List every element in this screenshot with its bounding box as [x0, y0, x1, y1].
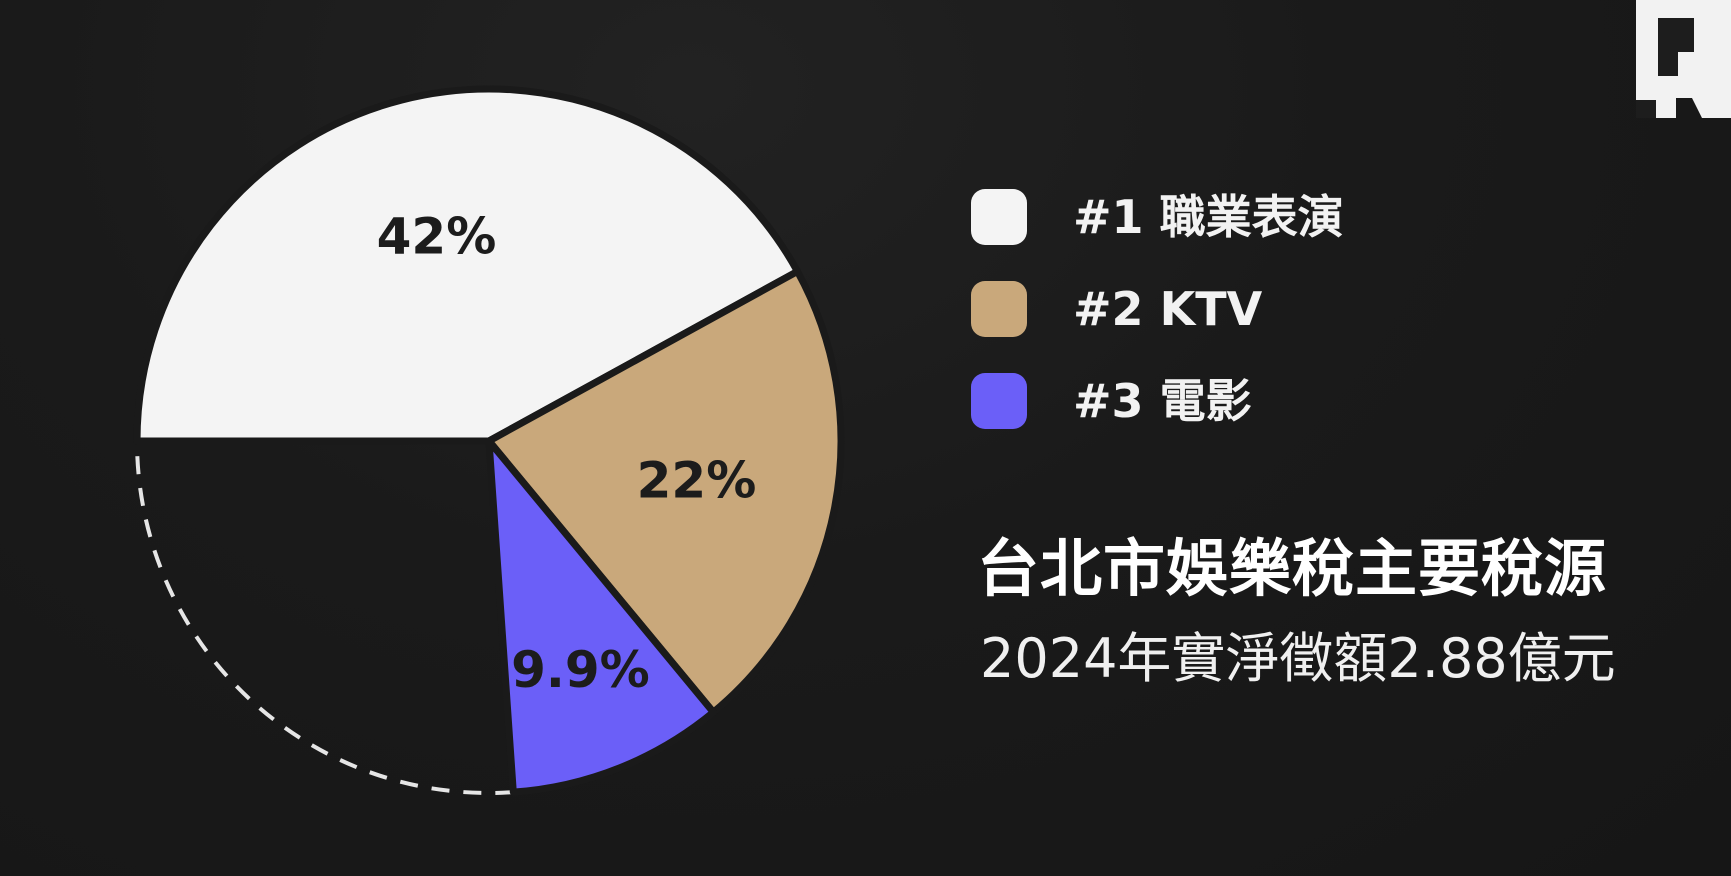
chart-title: 台北市娛樂稅主要稅源 [977, 532, 1608, 605]
legend-label-movie: #3 電影 [1073, 374, 1252, 428]
legend-label-ktv: #2 KTV [1073, 282, 1263, 336]
pie-slice-ktv [485, 267, 845, 716]
legend-swatch-performance [971, 189, 1027, 245]
pie-remainder-outline [135, 440, 514, 795]
pie-slice-performance [133, 85, 801, 445]
slice-label-movie: 9.9% [511, 641, 650, 699]
chart-subtitle: 2024年實淨徵額2.88億元 [980, 627, 1616, 690]
slice-label-ktv: 22% [637, 452, 757, 510]
legend-label-performance: #1 職業表演 [1073, 190, 1344, 244]
publisher-logo-icon [1636, 0, 1731, 118]
legend-swatch-movie [971, 373, 1027, 429]
slice-label-performance: 42% [377, 207, 497, 265]
pie-slice-movie [485, 437, 717, 796]
legend-swatch-ktv [971, 281, 1027, 337]
